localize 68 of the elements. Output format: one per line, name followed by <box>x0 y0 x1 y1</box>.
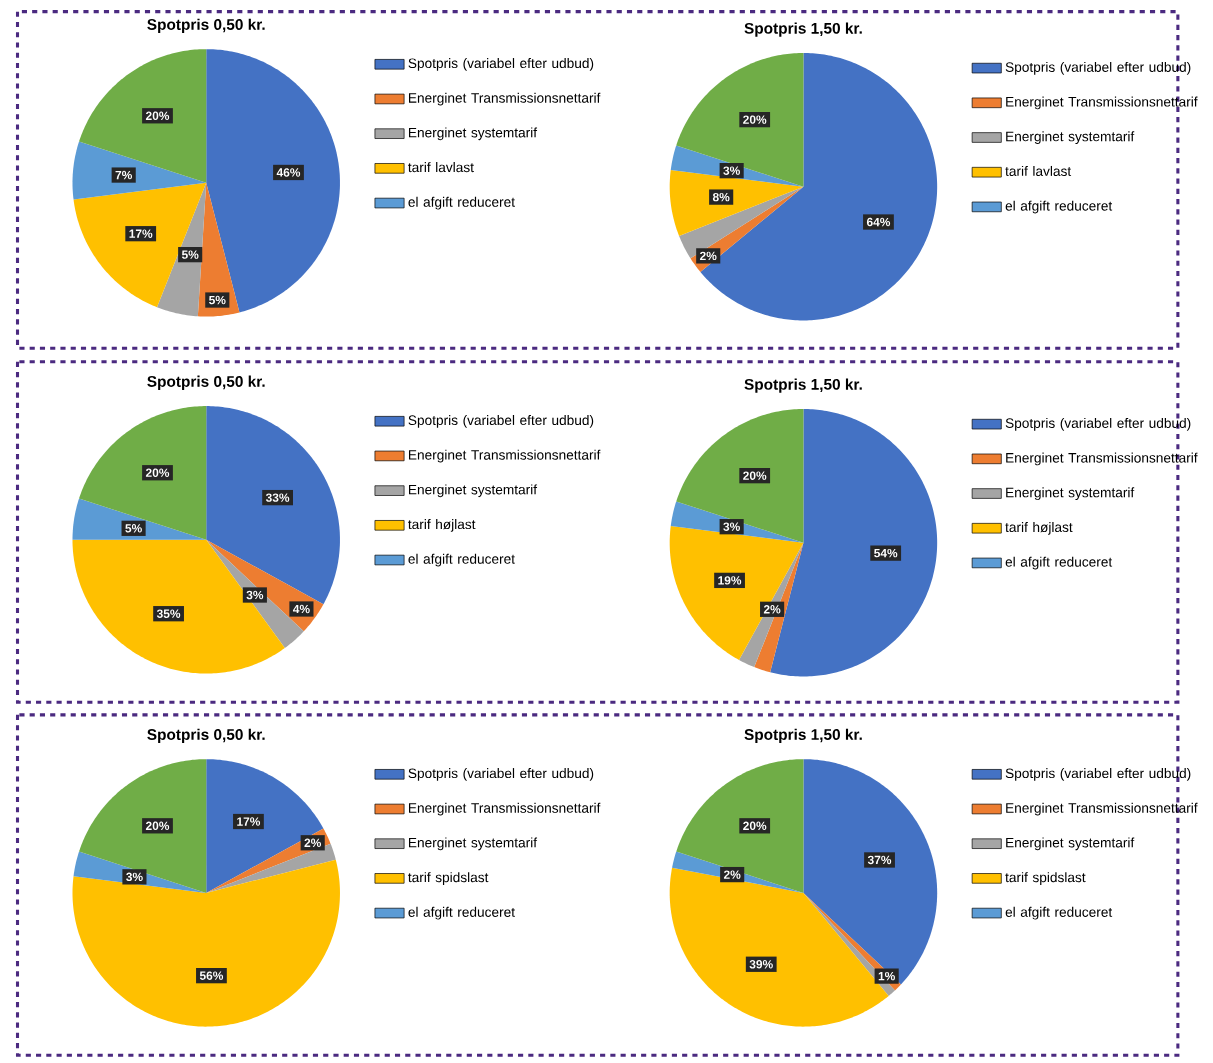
data-label: 20% <box>743 821 767 830</box>
data-label: 19% <box>718 576 742 585</box>
chart-title: Spotpris 1,50 kr. <box>744 22 862 37</box>
data-label: 3% <box>126 872 143 882</box>
legend-label: el afgift reduceret <box>1005 906 1113 920</box>
data-label: 20% <box>743 471 767 480</box>
data-label: 39% <box>749 960 773 969</box>
data-label: 20% <box>743 115 767 124</box>
legend-label: Spotpris (variabel efter udbud) <box>1005 768 1191 781</box>
data-label: 37% <box>867 855 892 865</box>
legend-label: el afgift reduceret <box>1005 200 1113 214</box>
legend-label: Spotpris (variabel efter udbud) <box>1005 61 1191 75</box>
chart-title: Spotpris 0,50 kr. <box>147 375 265 390</box>
data-label: 5% <box>125 524 142 533</box>
legend-label: Spotpris (variabel efter udbud) <box>408 768 594 781</box>
data-label: 20% <box>145 821 170 830</box>
data-label: 8% <box>712 192 730 202</box>
legend-label: el afgift reduceret <box>408 906 515 920</box>
legend-label: el afgift reduceret <box>408 196 515 210</box>
legend-label: Energinet systemtarif <box>409 484 538 498</box>
legend-label: tarif højlast <box>408 519 476 532</box>
data-label: 54% <box>874 548 898 558</box>
legend-label: Energinet systemtarif <box>409 127 538 141</box>
data-label: 64% <box>866 217 891 227</box>
chart-title: Spotpris 1,50 kr. <box>744 728 862 743</box>
legend-label: tarif spidslast <box>1005 872 1086 885</box>
legend-label: el afgift reduceret <box>408 553 515 567</box>
data-label: 46% <box>276 168 301 177</box>
data-label: 2% <box>699 251 717 261</box>
legend-label: tarif spidslast <box>408 872 489 885</box>
legend-label: Energinet systemtarif <box>1006 837 1135 851</box>
data-label: 7% <box>115 170 133 180</box>
data-label: 17% <box>237 817 261 826</box>
legend-label: Energinet systemtarif <box>1006 131 1135 144</box>
legend-label: tarif højlast <box>1005 521 1073 535</box>
data-label: 2% <box>304 838 322 847</box>
data-label: 33% <box>265 493 290 502</box>
legend-label: Energinet Transmissionsnettarif <box>409 449 601 463</box>
data-label: 17% <box>129 229 153 238</box>
data-label: 35% <box>156 609 181 618</box>
legend-label: Energinet Transmissionsnettarif <box>409 802 601 816</box>
data-label: 1% <box>878 971 895 981</box>
legend-label: Spotpris (variabel efter udbud) <box>408 414 594 428</box>
legend-label: Energinet Transmissionsnettarif <box>409 92 601 106</box>
legend-label: tarif lavlast <box>408 162 474 173</box>
data-label: 4% <box>292 604 310 614</box>
data-label: 3% <box>246 590 264 600</box>
legend-label: tarif lavlast <box>1005 165 1072 176</box>
legend-label: Energinet Transmissionsnettarif <box>1006 802 1198 816</box>
legend-label: Spotpris (variabel efter udbud) <box>1005 417 1191 431</box>
data-label: 2% <box>763 605 781 614</box>
legend-label: Energinet Transmissionsnettarif <box>1006 452 1198 466</box>
legend-label: Spotpris (variabel efter udbud) <box>408 58 594 71</box>
data-label: 20% <box>145 468 170 477</box>
chart-title: Spotpris 0,50 kr. <box>147 18 265 33</box>
chart-title: Spotpris 0,50 kr. <box>147 728 265 743</box>
data-label: 3% <box>723 522 740 531</box>
legend-label: Energinet systemtarif <box>1006 487 1135 501</box>
data-label: 56% <box>199 971 224 980</box>
legend-label: el afgift reduceret <box>1005 556 1113 570</box>
data-label: 5% <box>181 250 199 259</box>
data-label: 20% <box>145 111 170 120</box>
legend-label: Energinet Transmissionsnettarif <box>1006 96 1198 110</box>
data-label: 3% <box>723 166 740 175</box>
data-label: 2% <box>723 870 741 879</box>
chart-title: Spotpris 1,50 kr. <box>744 378 862 393</box>
data-label: 5% <box>209 295 226 305</box>
legend-label: Energinet systemtarif <box>409 837 538 851</box>
